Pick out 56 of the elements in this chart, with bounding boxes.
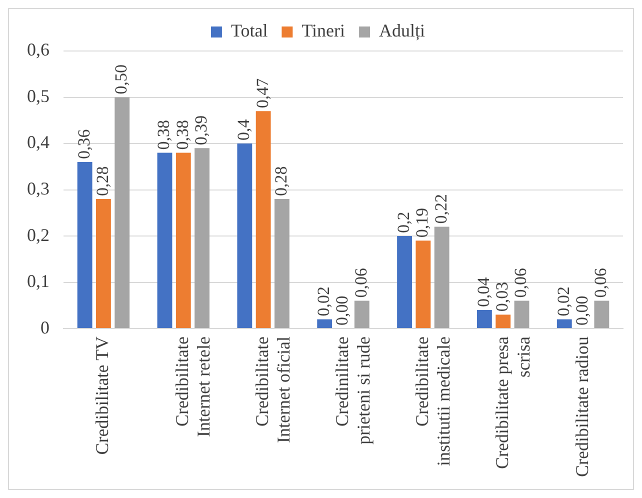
data-label: 0,50 [112, 64, 131, 94]
bar [434, 226, 450, 328]
legend-label: Adulți [379, 20, 426, 41]
data-label: 0,38 [172, 120, 192, 150]
y-tick-label: 0,3 [27, 178, 50, 199]
data-label: 0,38 [154, 120, 174, 150]
legend-label: Tineri [302, 20, 346, 41]
y-tick-label: 0,6 [27, 40, 50, 60]
data-label: 0,00 [572, 296, 592, 326]
data-label: 0,28 [271, 166, 290, 196]
data-label: 0,36 [74, 129, 94, 160]
x-tick-label: Credibilitate presa scrisa [492, 336, 534, 469]
data-label: 0,39 [192, 115, 211, 146]
bar [157, 152, 172, 328]
x-tick-label: Credibilitate TV [92, 336, 112, 455]
legend-label: Total [230, 20, 268, 41]
x-tick-label: Credinilitate prieteni si rude [332, 336, 374, 445]
bar [77, 162, 92, 328]
data-label: 0,22 [431, 194, 450, 224]
data-label: 0,04 [474, 276, 493, 308]
data-label: 0,00 [332, 296, 352, 326]
data-label: 0,06 [351, 268, 370, 298]
bar [416, 240, 431, 328]
bar [176, 152, 191, 328]
bar [594, 300, 610, 328]
data-label: 0,06 [591, 268, 610, 298]
y-tick-label: 0,1 [27, 271, 50, 292]
bar [496, 314, 511, 328]
data-label: 0,47 [252, 78, 272, 108]
y-tick-label: 0,4 [27, 132, 50, 152]
data-label: 0,02 [314, 286, 334, 316]
data-label: 0,2 [394, 212, 413, 234]
data-label: 0,02 [554, 286, 573, 316]
bar [256, 111, 271, 328]
bar [114, 97, 130, 328]
bar [194, 148, 210, 328]
y-tick-label: 0 [40, 317, 50, 338]
bar [514, 300, 530, 328]
bar [237, 144, 252, 328]
bar [96, 199, 111, 328]
y-tick-label: 0,2 [27, 224, 50, 245]
bar [556, 319, 572, 328]
bar [476, 310, 492, 328]
data-label: 0,06 [511, 268, 530, 298]
bar [274, 199, 290, 328]
y-tick-label: 0,5 [27, 86, 50, 106]
bar [354, 300, 370, 328]
data-label: 0,28 [92, 166, 112, 196]
bar [397, 236, 412, 328]
data-label: 0,19 [412, 208, 432, 238]
data-label: 0,03 [492, 282, 512, 312]
x-tick-label: Credibilitate Internet retele [172, 336, 214, 437]
bar [317, 319, 332, 328]
x-tick-label: Credibilitate radiou [572, 336, 592, 478]
data-label: 0,4 [234, 118, 254, 141]
x-tick-label: Credibilitate Internet oficial [252, 336, 294, 443]
